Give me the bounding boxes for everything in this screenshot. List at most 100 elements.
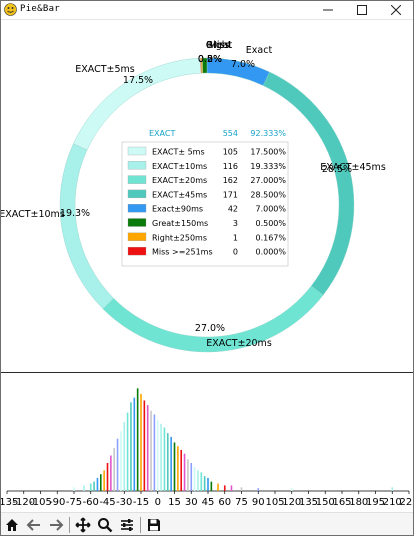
minimize-button[interactable] bbox=[311, 1, 345, 19]
pie-slice-label: EXACT±10ms bbox=[1, 209, 65, 220]
histogram-bar bbox=[103, 470, 105, 491]
donut-chart: Exact7.0%EXACT±45ms28.5%EXACT±20ms27.0%E… bbox=[1, 40, 386, 353]
minimize-icon bbox=[323, 9, 333, 11]
zoom-button[interactable] bbox=[94, 515, 116, 535]
histogram-bar bbox=[187, 459, 189, 491]
histogram-bar bbox=[190, 463, 193, 491]
legend-swatch bbox=[127, 232, 147, 241]
x-tick-label: 45 bbox=[202, 497, 215, 508]
histogram-bar bbox=[203, 476, 206, 491]
pie-pct-label: 19.3% bbox=[60, 208, 90, 219]
save-button[interactable] bbox=[143, 515, 165, 535]
histogram-bar bbox=[290, 488, 293, 491]
histogram-bar bbox=[223, 485, 226, 491]
pie-slice-label: Great bbox=[206, 40, 233, 51]
close-button[interactable] bbox=[379, 1, 413, 19]
save-icon bbox=[148, 518, 160, 531]
histogram-bar bbox=[100, 474, 102, 491]
histogram-bar bbox=[126, 412, 129, 491]
histogram-bar bbox=[146, 405, 149, 491]
pie-slice bbox=[59, 143, 114, 310]
legend-entry: 0.500% bbox=[255, 219, 286, 228]
x-tick-label: 30 bbox=[185, 497, 198, 508]
histogram-bar bbox=[257, 488, 260, 491]
legend-entry: 42 bbox=[228, 205, 238, 214]
home-button[interactable] bbox=[1, 515, 23, 535]
legend-entry: 27.000% bbox=[250, 176, 286, 185]
legend-entry: 28.500% bbox=[250, 190, 286, 199]
legend-header: EXACT bbox=[149, 129, 175, 138]
maximize-button[interactable] bbox=[345, 1, 379, 19]
legend-entry: 17.500% bbox=[250, 148, 286, 157]
forward-arrow-icon bbox=[50, 518, 64, 531]
plot-toolbar bbox=[1, 512, 413, 535]
histogram-bar bbox=[83, 485, 85, 491]
legend-entry: Right±250ms bbox=[152, 233, 207, 242]
x-tick-label: 75 bbox=[235, 497, 248, 508]
x-tick-label: 60 bbox=[218, 497, 231, 508]
histogram-bar bbox=[93, 481, 95, 491]
pie-slice-label: EXACT±45ms bbox=[320, 162, 386, 173]
legend-entry: 116 bbox=[223, 162, 238, 171]
histogram-bar bbox=[170, 436, 172, 491]
legend-box bbox=[121, 141, 289, 267]
histogram-bar bbox=[150, 410, 152, 491]
pan-icon bbox=[75, 516, 91, 533]
legend-entry: 7.000% bbox=[255, 205, 286, 214]
histogram-bar bbox=[210, 481, 213, 491]
histogram-bar bbox=[73, 487, 75, 491]
home-icon bbox=[6, 518, 18, 531]
x-tick-label: 180 bbox=[349, 497, 368, 508]
legend-swatch bbox=[127, 204, 147, 213]
legend-entry: 3 bbox=[233, 219, 238, 228]
configure-icon bbox=[121, 518, 133, 531]
x-tick-label: -75 bbox=[66, 497, 82, 508]
legend-entry: 105 bbox=[223, 148, 238, 157]
forward-button[interactable] bbox=[45, 515, 67, 535]
maximize-icon bbox=[357, 5, 367, 15]
zoom-icon bbox=[98, 517, 113, 532]
pie-pct-label: 0.5% bbox=[198, 54, 222, 65]
pan-button[interactable] bbox=[72, 515, 94, 535]
x-tick-label: 105 bbox=[265, 497, 284, 508]
pie-slice-label: Exact bbox=[246, 45, 273, 56]
histogram-bar bbox=[391, 487, 394, 491]
legend-entry: 0.000% bbox=[255, 248, 286, 257]
x-tick-label: 0 bbox=[155, 497, 161, 508]
histogram-bar bbox=[180, 449, 182, 491]
histogram-bar bbox=[89, 483, 92, 491]
histogram-bar bbox=[140, 393, 142, 491]
legend-swatch bbox=[127, 218, 147, 227]
histogram-bar bbox=[177, 446, 179, 491]
histogram-bar bbox=[143, 400, 146, 491]
legend-swatch bbox=[127, 146, 147, 156]
x-tick-label: 210 bbox=[383, 497, 402, 508]
histogram-bar bbox=[120, 431, 122, 491]
histogram-bar bbox=[156, 420, 159, 491]
back-button[interactable] bbox=[23, 515, 45, 535]
title-bar: Pie&Bar bbox=[1, 1, 413, 20]
x-tick-label: 165 bbox=[332, 497, 351, 508]
x-tick-label: 135 bbox=[299, 497, 318, 508]
histogram-bar bbox=[133, 397, 136, 491]
pie-pct-label: 0.0% bbox=[198, 54, 222, 65]
histogram-bar bbox=[217, 483, 219, 491]
histogram-bar bbox=[130, 402, 132, 491]
x-tick-label: 150 bbox=[316, 497, 335, 508]
configure-button[interactable] bbox=[116, 515, 138, 535]
pie-pct-label: 0.2% bbox=[198, 54, 222, 65]
x-tick-label: -15 bbox=[133, 497, 149, 508]
legend-entry: 162 bbox=[223, 176, 238, 185]
histogram-bar bbox=[167, 433, 169, 491]
pie-slice-label: Miss bbox=[209, 40, 230, 51]
legend-entry: 19.333% bbox=[250, 162, 286, 171]
back-arrow-icon bbox=[26, 518, 40, 531]
histogram-bar bbox=[160, 423, 162, 491]
pie-slice-label: EXACT±20ms bbox=[206, 338, 272, 349]
histogram-bar bbox=[163, 427, 166, 491]
x-tick-label: 195 bbox=[366, 497, 385, 508]
pie-pct-label: 27.0% bbox=[195, 323, 225, 334]
histogram-bar bbox=[200, 472, 203, 491]
